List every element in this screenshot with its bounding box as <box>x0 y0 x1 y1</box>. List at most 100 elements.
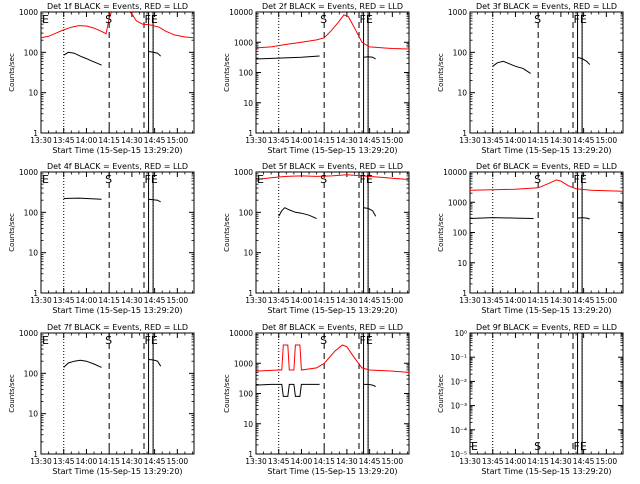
series-line-events <box>577 56 591 65</box>
y-tick-label: 1 <box>462 289 467 298</box>
series-line-events <box>278 207 317 220</box>
x-tick-label: 13:45 <box>268 136 290 145</box>
x-tick-label: 15:00 <box>596 296 618 305</box>
chart-title: Det 8f BLACK = Events, RED = LLD <box>262 323 403 332</box>
y-tick-label: 1000 <box>19 168 38 177</box>
marker-label-s: S <box>105 173 112 186</box>
series-line-lld <box>256 174 409 180</box>
y-tick-label: 10 <box>457 259 467 268</box>
x-tick-label: 14:00 <box>76 136 98 145</box>
y-tick-label: 1 <box>33 450 38 459</box>
y-tick-label: 10 <box>28 249 38 258</box>
y-tick-label: 1 <box>248 129 253 138</box>
y-tick-label: 100 <box>24 48 39 57</box>
marker-label-s: S <box>534 173 541 186</box>
marker-label-e: E <box>471 440 478 453</box>
marker-label-e: E <box>42 13 49 26</box>
y-axis-label: Counts/sec <box>437 374 445 413</box>
marker-label-fe: FE <box>574 13 587 26</box>
series-line-lld <box>470 179 623 192</box>
x-tick-label: 13:45 <box>53 457 75 466</box>
x-tick-label: 14:15 <box>98 136 120 145</box>
x-tick-label: 15:00 <box>167 136 189 145</box>
y-tick-label: 1000 <box>19 329 38 338</box>
plot-frame <box>40 332 195 455</box>
chart-panel-3: Det 3f BLACK = Events, RED = LLD 1 10 100 10… <box>437 2 624 155</box>
x-axis-label: Start Time (15-Sep-15 13:29:20) <box>52 467 182 476</box>
y-tick-label: 100 <box>239 390 254 399</box>
x-tick-label: 13:45 <box>482 296 504 305</box>
y-tick-label: 10⁻² <box>450 377 467 386</box>
y-axis-label: Counts/sec <box>223 53 231 92</box>
y-tick-label: 100 <box>453 229 468 238</box>
x-tick-label: 14:45 <box>144 136 166 145</box>
x-tick-label: 14:00 <box>291 457 313 466</box>
series-line-events <box>470 217 534 219</box>
marker-label-fe: FE <box>145 13 158 26</box>
x-tick-label: 15:00 <box>167 296 189 305</box>
x-tick-label: 13:30 <box>30 457 52 466</box>
y-axis-label: Counts/sec <box>8 213 16 252</box>
x-tick-label: 14:45 <box>359 457 381 466</box>
x-tick-label: 14:30 <box>336 296 358 305</box>
x-tick-label: 14:00 <box>505 457 527 466</box>
marker-label-s: S <box>320 173 327 186</box>
marker-label-e: E <box>42 334 49 347</box>
x-tick-label: 13:30 <box>459 136 481 145</box>
x-tick-label: 13:45 <box>268 296 290 305</box>
x-tick-label: 14:00 <box>505 136 527 145</box>
chart-title: Det 5f BLACK = Events, RED = LLD <box>262 162 403 171</box>
y-tick-label: 10000 <box>229 329 253 338</box>
chart-panel-4: Det 4f BLACK = Events, RED = LLD 1 10 100 10… <box>8 162 195 315</box>
y-tick-label: 100 <box>24 369 39 378</box>
x-tick-label: 13:45 <box>482 457 504 466</box>
x-tick-label: 14:15 <box>527 136 549 145</box>
series-line-events <box>256 55 320 60</box>
y-tick-label: 100 <box>453 48 468 57</box>
plot-frame <box>255 171 410 294</box>
x-tick-label: 14:30 <box>550 136 572 145</box>
x-tick-label: 14:30 <box>121 136 143 145</box>
y-tick-label: 1 <box>248 450 253 459</box>
x-tick-label: 14:45 <box>359 136 381 145</box>
chart-panel-7: Det 7f BLACK = Events, RED = LLD 1 10 100 10… <box>8 323 195 476</box>
chart-panel-8: Det 8f BLACK = Events, RED = LLD 1 10 100 10… <box>223 323 410 476</box>
series-line-events <box>63 359 102 368</box>
chart-title: Det 2f BLACK = Events, RED = LLD <box>262 2 403 11</box>
x-tick-label: 14:45 <box>359 296 381 305</box>
chart-panel-9: Det 9f BLACK = Events, RED = LLD 10⁰ 10⁻¹ 1… <box>437 323 624 476</box>
y-tick-label: 1 <box>33 289 38 298</box>
marker-label-fe: FE <box>360 334 373 347</box>
y-tick-label: 10⁻¹ <box>450 353 467 362</box>
marker-label-e: E <box>42 173 49 186</box>
x-tick-label: 13:45 <box>53 296 75 305</box>
series-line-events <box>256 383 320 397</box>
marker-label-fe: FE <box>145 173 158 186</box>
marker-label-s: S <box>105 334 112 347</box>
x-tick-label: 14:30 <box>121 457 143 466</box>
chart-title: Det 9f BLACK = Events, RED = LLD <box>476 323 617 332</box>
y-tick-label: 10000 <box>229 8 253 17</box>
x-tick-label: 14:45 <box>144 296 166 305</box>
x-tick-label: 14:45 <box>144 457 166 466</box>
x-tick-label: 15:00 <box>382 457 404 466</box>
chart-panel-1: Det 1f BLACK = Events, RED = LLD 1 10 100 10… <box>8 2 195 155</box>
chart-title: Det 7f BLACK = Events, RED = LLD <box>47 323 188 332</box>
x-tick-label: 13:30 <box>459 296 481 305</box>
plot-frame <box>40 11 195 134</box>
series-line-events <box>577 217 590 220</box>
y-tick-label: 10 <box>243 249 253 258</box>
x-tick-label: 14:30 <box>336 457 358 466</box>
marker-label-s: S <box>534 13 541 26</box>
x-axis-label: Start Time (15-Sep-15 13:29:20) <box>481 306 611 315</box>
y-tick-label: 1000 <box>234 38 253 47</box>
marker-label-fe: FE <box>574 440 587 453</box>
plot-frame <box>469 11 624 134</box>
y-tick-label: 100 <box>239 69 254 78</box>
y-axis-label: Counts/sec <box>8 374 16 413</box>
x-axis-label: Start Time (15-Sep-15 13:29:20) <box>52 306 182 315</box>
x-tick-label: 14:00 <box>76 457 98 466</box>
x-axis-label: Start Time (15-Sep-15 13:29:20) <box>52 146 182 155</box>
x-tick-label: 13:30 <box>245 457 267 466</box>
